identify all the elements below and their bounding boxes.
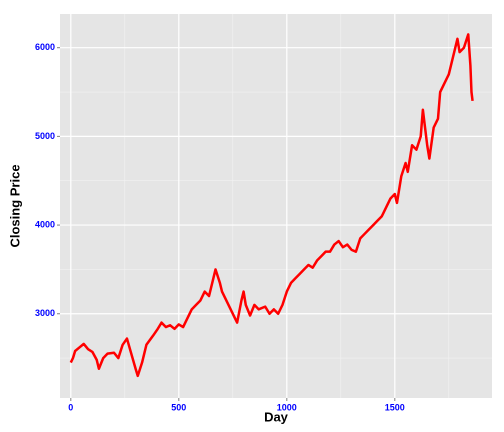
x-axis-label: Day <box>264 409 289 424</box>
x-tick-label: 1500 <box>385 402 405 412</box>
y-axis-label: Closing Price <box>7 164 22 247</box>
price-line <box>69 33 474 378</box>
x-tick-label: 500 <box>171 402 186 412</box>
y-tick-label: 4000 <box>35 219 55 229</box>
x-tick-label: 1000 <box>277 402 297 412</box>
y-tick-label: 3000 <box>35 308 55 318</box>
panel <box>60 14 492 398</box>
y-tick-label: 6000 <box>35 42 55 52</box>
x-tick-label: 0 <box>68 402 73 412</box>
y-tick-label: 5000 <box>35 131 55 141</box>
